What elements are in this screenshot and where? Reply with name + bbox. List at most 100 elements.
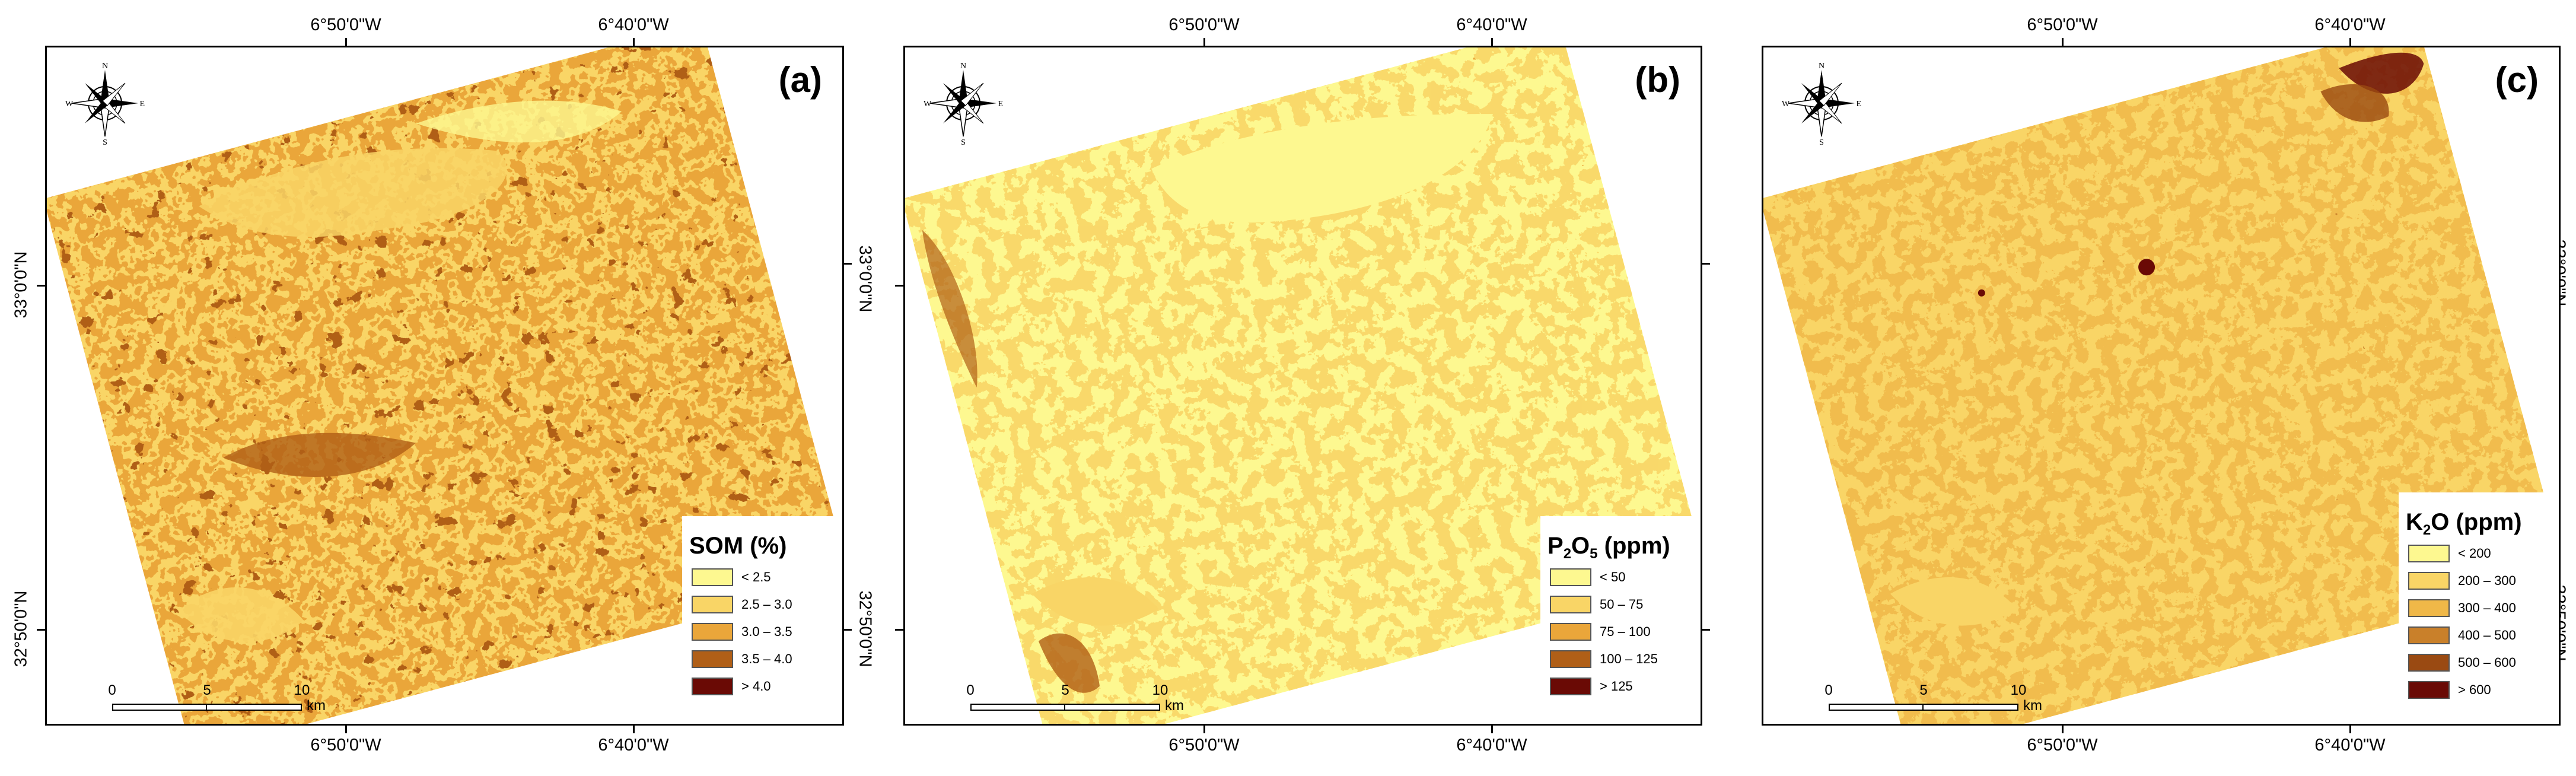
compass-s: S <box>103 138 107 145</box>
tick <box>1491 38 1493 46</box>
compass-s: S <box>961 138 966 145</box>
compass-s: S <box>1819 138 1824 145</box>
tick <box>2062 725 2064 733</box>
tick <box>1203 38 1205 46</box>
legend-label: 500 – 600 <box>2458 655 2516 670</box>
map-frame: N S W E (c) K2O (ppm) < 200 200 – 300 30… <box>1762 46 2561 726</box>
legend-label: < 200 <box>2458 546 2491 561</box>
compass-n: N <box>1819 62 1824 71</box>
legend-swatch <box>2408 654 2450 672</box>
tick <box>1702 629 1710 631</box>
scale-bar: 0 5 10 km <box>1824 682 2078 718</box>
compass-n: N <box>102 62 108 71</box>
legend-label: 2.5 – 3.0 <box>741 597 792 612</box>
compass-w: W <box>1782 100 1790 109</box>
legend-swatch <box>692 623 733 641</box>
scale-unit: km <box>2023 698 2042 714</box>
tick <box>345 725 347 733</box>
lon-label-bottom-2: 6°40'0"W <box>1456 736 1527 755</box>
scale-bar-graphic <box>970 704 1160 711</box>
legend-swatch <box>1550 678 1591 695</box>
lon-label-top-1: 6°50'0"W <box>1168 15 1240 34</box>
legend-swatch <box>2408 545 2450 562</box>
legend-label: 3.5 – 4.0 <box>741 651 792 666</box>
lon-label-top-1: 6°50'0"W <box>2027 15 2098 34</box>
legend-label: > 4.0 <box>741 679 771 694</box>
lon-label-top-1: 6°50'0"W <box>310 15 381 34</box>
map-frame: N S W E (b) P2O5 (ppm) < 50 50 – 75 75 –… <box>903 46 1702 726</box>
tick <box>895 629 903 631</box>
legend-swatch <box>1550 596 1591 613</box>
legend-label: < 50 <box>1600 570 1626 584</box>
tick <box>37 285 45 287</box>
tick <box>37 629 45 631</box>
tick <box>1702 263 1710 265</box>
tick <box>1491 725 1493 733</box>
scale-tick-5: 5 <box>1061 682 1069 698</box>
raster-map-som <box>47 47 842 724</box>
legend-label: > 125 <box>1600 679 1633 694</box>
scale-unit: km <box>307 698 326 714</box>
map-panel-c: 6°50'0"W 6°40'0"W 6°50'0"W 6°40'0"W 33°0… <box>1717 0 2575 776</box>
legend-label: 3.0 – 3.5 <box>741 624 792 639</box>
compass-e: E <box>139 100 145 109</box>
tick <box>2062 38 2064 46</box>
legend-swatch <box>2408 572 2450 590</box>
lon-label-bottom-2: 6°40'0"W <box>2314 736 2386 755</box>
lon-label-bottom-1: 6°50'0"W <box>2027 736 2098 755</box>
tick <box>633 725 635 733</box>
legend-title: SOM (%) <box>689 533 787 559</box>
tick <box>633 38 635 46</box>
panel-letter: (b) <box>1635 60 1680 100</box>
scale-bar-graphic <box>1829 704 2018 711</box>
scale-bar: 0 5 10 km <box>966 682 1219 718</box>
lon-label-top-2: 6°40'0"W <box>598 15 669 34</box>
map-frame: N S W E (a) SOM (%) < 2.5 2.5 – 3.0 3.0 … <box>45 46 844 726</box>
compass-w: W <box>924 100 932 109</box>
scale-tick-10: 10 <box>2010 682 2027 698</box>
tick <box>1203 725 1205 733</box>
compass-e: E <box>1856 100 1861 109</box>
legend: SOM (%) < 2.5 2.5 – 3.0 3.0 – 3.5 3.5 – … <box>682 516 842 724</box>
compass-w: W <box>65 100 74 109</box>
scale-tick-10: 10 <box>1152 682 1168 698</box>
map-panel-a: 6°50'0"W 6°40'0"W 6°50'0"W 6°40'0"W 33°0… <box>0 0 875 776</box>
legend: K2O (ppm) < 200 200 – 300 300 – 400 400 … <box>2399 492 2559 724</box>
legend-label: > 600 <box>2458 682 2491 697</box>
scale-tick-5: 5 <box>1919 682 1928 698</box>
legend-label: 100 – 125 <box>1600 651 1658 666</box>
raster-map-k2o <box>1763 47 2559 724</box>
legend-swatch <box>1550 623 1591 641</box>
lon-label-bottom-1: 6°50'0"W <box>1168 736 1240 755</box>
scale-tick-0: 0 <box>1824 682 1833 698</box>
north-arrow-icon: N S W E <box>922 62 1005 147</box>
lat-label-left-2: 32°50'0"N <box>11 590 31 667</box>
scale-tick-0: 0 <box>108 682 116 698</box>
tick <box>843 629 852 631</box>
legend-swatch <box>2408 626 2450 644</box>
panel-letter: (c) <box>2495 60 2539 100</box>
legend-label: 200 – 300 <box>2458 573 2516 588</box>
tick <box>2349 725 2351 733</box>
legend-swatch <box>692 650 733 668</box>
legend-swatch <box>1550 568 1591 586</box>
north-arrow-icon: N S W E <box>1780 62 1863 147</box>
legend-label: 75 – 100 <box>1600 624 1651 639</box>
north-arrow-icon: N S W E <box>63 62 147 147</box>
legend-swatch <box>692 596 733 613</box>
compass-e: E <box>998 100 1003 109</box>
legend-title: K2O (ppm) <box>2406 509 2522 538</box>
lon-label-bottom-1: 6°50'0"W <box>310 736 381 755</box>
lon-label-top-2: 6°40'0"W <box>1456 15 1527 34</box>
tick <box>843 263 852 265</box>
map-panel-b: 6°50'0"W 6°40'0"W 6°50'0"W 6°40'0"W <box>858 0 1717 776</box>
scale-unit: km <box>1165 698 1184 714</box>
legend-label: 50 – 75 <box>1600 597 1644 612</box>
scale-tick-5: 5 <box>203 682 211 698</box>
legend-swatch <box>692 678 733 695</box>
legend-swatch <box>1550 650 1591 668</box>
legend-swatch <box>2408 599 2450 617</box>
scale-bar: 0 5 10 km <box>108 682 361 718</box>
legend: P2O5 (ppm) < 50 50 – 75 75 – 100 100 – 1… <box>1540 516 1701 724</box>
legend-label: 300 – 400 <box>2458 600 2516 615</box>
